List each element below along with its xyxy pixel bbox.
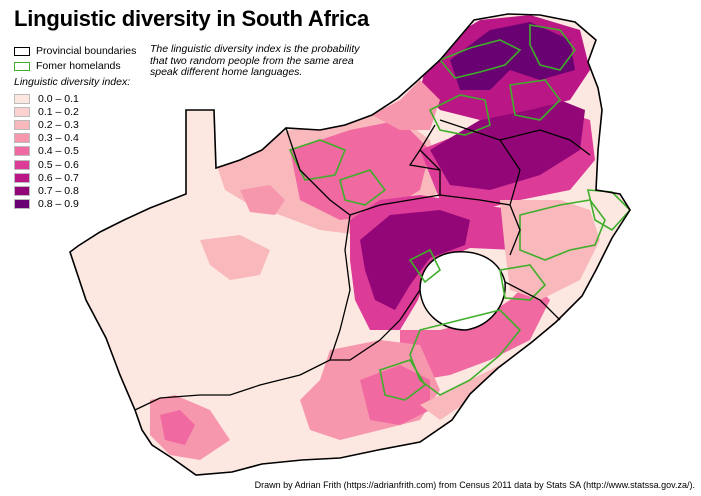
homeland-boundary: [519, 199, 606, 261]
legend-bin-label: 0.1 – 0.2: [38, 105, 79, 118]
legend-bin-label: 0.7 – 0.8: [38, 184, 79, 197]
country-outline: [69, 13, 631, 476]
legend-bin-label: 0.2 – 0.3: [38, 118, 79, 131]
legend-bin: 0.8 – 0.9: [14, 198, 136, 211]
legend-provincial: Provincial boundaries: [14, 44, 136, 58]
legend-provincial-label: Provincial boundaries: [36, 45, 137, 57]
provincial-boundary: [330, 289, 421, 361]
homeland-boundaries: [288, 24, 632, 401]
homeland-boundary: [428, 94, 491, 136]
legend-bin-label: 0.0 – 0.1: [38, 92, 79, 105]
legend-bin-label: 0.4 – 0.5: [38, 145, 79, 158]
legend-bin-swatch: [14, 172, 30, 183]
index-explanation: The linguistic diversity index is the pr…: [150, 43, 360, 78]
credit-line: Drawn by Adrian Frith (https://adrianfri…: [254, 480, 695, 490]
provincial-boundary: [408, 124, 441, 171]
legend-bin: 0.6 – 0.7: [14, 171, 136, 184]
legend-bin: 0.1 – 0.2: [14, 105, 136, 118]
homeland-boundary: [339, 169, 387, 206]
legend-bin-swatch: [14, 185, 30, 196]
homeland-boundary: [438, 39, 522, 79]
legend-bin: 0.0 – 0.1: [14, 92, 136, 105]
lesotho-enclave: [419, 251, 506, 331]
homeland-boundary: [499, 264, 547, 301]
homeland-boundary: [288, 139, 347, 181]
legend-bin-swatch: [14, 159, 30, 170]
legend-index-heading: Linguistic diversity index:: [14, 76, 131, 88]
homeland-boundary: [529, 24, 576, 71]
homeland-boundary: [379, 359, 427, 401]
legend-bins: 0.0 – 0.1 0.1 – 0.2 0.2 – 0.3 0.3 – 0.4 …: [14, 92, 136, 211]
provincial-boundary: [349, 194, 521, 256]
legend-bin-label: 0.5 – 0.6: [38, 158, 79, 171]
legend-bin-swatch: [14, 133, 30, 144]
legend-bin: 0.4 – 0.5: [14, 145, 136, 158]
legend-bin-swatch: [14, 146, 30, 157]
legend-bin-swatch: [14, 119, 30, 130]
legend-bin: 0.3 – 0.4: [14, 132, 136, 145]
provincial-boundary: [134, 127, 351, 411]
legend-bin-swatch: [14, 93, 30, 104]
legend-bin-swatch: [14, 106, 30, 117]
provincial-boundary: [499, 129, 591, 156]
homeland-boundary: [509, 79, 562, 121]
legend-bin-label: 0.6 – 0.7: [38, 171, 79, 184]
provincial-boundaries: [134, 119, 591, 411]
homeland-boundary: [408, 248, 442, 284]
legend-homelands-label: Fomer homelands: [36, 60, 121, 72]
provincial-boundary: [504, 281, 561, 321]
homeland-boundary-swatch: [14, 61, 30, 71]
legend-homelands: Fomer homelands: [14, 59, 136, 73]
legend-bin: 0.2 – 0.3: [14, 118, 136, 131]
legend-bin: 0.7 – 0.8: [14, 184, 136, 197]
legend-bin-swatch: [14, 199, 30, 210]
map-title: Linguistic diversity in South Africa: [14, 6, 370, 31]
legend-bin-label: 0.3 – 0.4: [38, 132, 79, 145]
legend-bin: 0.5 – 0.6: [14, 158, 136, 171]
provincial-boundary-swatch: [14, 46, 30, 56]
legend: Provincial boundaries Fomer homelands Li…: [14, 44, 136, 211]
legend-bin-label: 0.8 – 0.9: [38, 198, 79, 211]
